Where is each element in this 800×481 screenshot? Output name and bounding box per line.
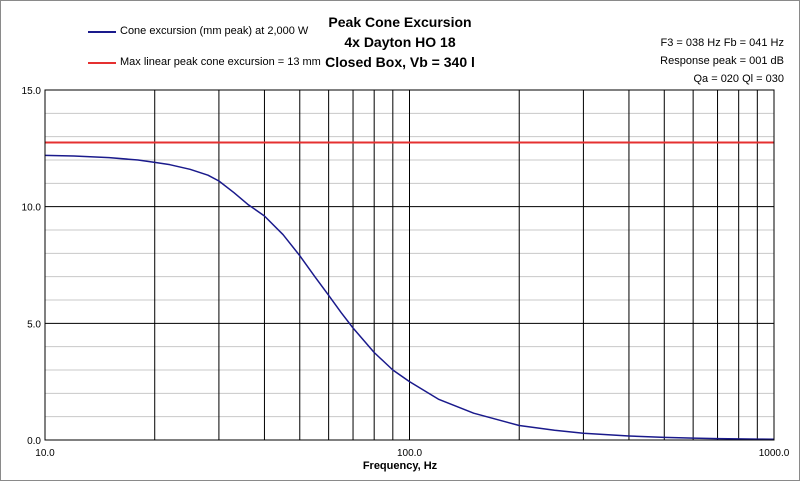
x-tick-labels: 10.0 100.0 1000.0: [35, 448, 789, 459]
chart-title-line-2: 4x Dayton HO 18: [344, 34, 456, 50]
legend-swatch-excursion: [88, 31, 116, 33]
chart-title-line-3: Closed Box, Vb = 340 l: [325, 54, 475, 70]
legend-label-excursion: Cone excursion (mm peak) at 2,000 W: [120, 25, 309, 37]
x-axis-label: Frequency, Hz: [362, 460, 438, 472]
series-line-cone-excursion: [44, 154, 775, 441]
y-tick-label: 15.0: [22, 86, 42, 97]
y-tick-label: 0.0: [27, 436, 41, 447]
x-tick-label: 10.0: [35, 448, 55, 459]
plot-area-border: [44, 89, 775, 441]
chart-title-line-1: Peak Cone Excursion: [328, 14, 472, 30]
info-f3-fb: F3 = 038 Hz Fb = 041 Hz: [660, 37, 784, 49]
info-response-peak: Response peak = 001 dB: [660, 55, 784, 67]
grid-layer: [45, 90, 774, 440]
x-tick-label: 1000.0: [759, 448, 790, 459]
y-tick-label: 5.0: [27, 319, 41, 330]
y-tick-label: 10.0: [22, 203, 42, 214]
y-tick-labels: 0.0 5.0 10.0 15.0: [22, 86, 42, 447]
series-layer: [44, 141, 775, 441]
x-tick-label: 100.0: [397, 448, 422, 459]
info-qa-ql: Qa = 020 Ql = 030: [693, 73, 784, 85]
legend-label-max-linear: Max linear peak cone excursion = 13 mm: [120, 56, 321, 68]
legend-swatch-max-linear: [88, 62, 116, 64]
